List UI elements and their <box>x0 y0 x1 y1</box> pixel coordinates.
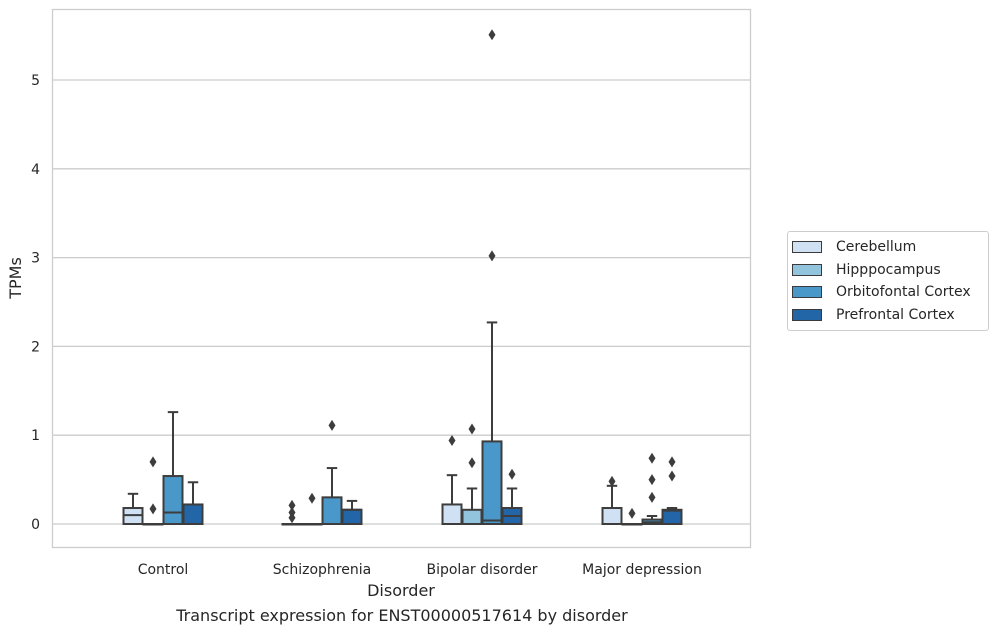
legend-item: Hipppocampus <box>788 259 988 282</box>
box-2-3 <box>641 452 663 525</box>
box-body <box>441 503 463 525</box>
outlier-point <box>488 250 496 262</box>
outlier-point <box>328 419 336 431</box>
y-tick-label: 2 <box>31 339 40 355</box>
box-1-3 <box>621 507 643 526</box>
outlier-point <box>508 468 516 480</box>
box-2-0 <box>162 411 184 526</box>
box-0-1 <box>281 499 303 526</box>
outlier-point <box>648 452 656 464</box>
legend-swatch <box>792 286 822 299</box>
y-tick-label: 5 <box>31 73 40 89</box>
box-body <box>661 508 683 525</box>
outlier-point <box>668 470 676 482</box>
outlier-point <box>468 423 476 435</box>
outlier-point <box>149 456 157 468</box>
box-2-2 <box>481 29 503 525</box>
y-tick-labels: 0 1 2 3 4 5 <box>31 73 40 533</box>
outlier-point <box>608 475 616 487</box>
y-tick-label: 4 <box>31 162 40 178</box>
box-body <box>162 475 184 526</box>
box-body <box>341 508 363 525</box>
box-body <box>321 496 343 525</box>
legend-item: Prefrontal Cortex <box>788 304 988 327</box>
outlier-point <box>648 474 656 486</box>
legend-swatch <box>792 308 822 321</box>
box-body <box>182 503 204 525</box>
legend-label: Cerebellum <box>836 239 917 256</box>
x-tick-label: Major depression <box>582 562 702 578</box>
outlier-point <box>668 456 676 468</box>
legend-item: Orbitofontal Cortex <box>788 281 988 304</box>
x-tick-labels: Control Schizophrenia Bipolar disorder Majo… <box>138 562 702 578</box>
box-body <box>461 508 483 525</box>
box-1-2 <box>461 423 483 525</box>
legend-label: Hipppocampus <box>836 261 941 278</box>
box-3-1 <box>341 499 363 525</box>
box-3-3 <box>661 456 683 525</box>
box-body <box>481 440 503 525</box>
box-0-3 <box>601 475 623 525</box>
outlier-point <box>308 492 316 504</box>
outlier-point <box>149 503 157 515</box>
x-tick-label: Control <box>138 562 189 578</box>
x-tick-label: Bipolar disorder <box>426 562 537 578</box>
x-tick-label: Schizophrenia <box>273 562 371 578</box>
y-tick-label: 3 <box>31 251 40 267</box>
outlier-point <box>288 512 296 524</box>
legend-item: Cerebellum <box>788 236 988 259</box>
legend-swatch <box>792 241 822 254</box>
outlier-point <box>468 457 476 469</box>
legend-label: Prefrontal Cortex <box>836 306 955 323</box>
x-axis-label: Disorder <box>367 581 435 600</box>
plot-background <box>52 9 751 548</box>
outlier-point <box>448 435 456 447</box>
outlier-point <box>488 29 496 41</box>
legend: Cerebellum Hipppocampus Orbitofontal Corte… <box>787 231 989 331</box>
box-0-0 <box>122 492 144 525</box>
outlier-point <box>288 499 296 511</box>
box-body <box>601 507 623 525</box>
box-0-2 <box>441 435 463 525</box>
outlier-point <box>628 507 636 519</box>
box-3-0 <box>182 481 204 525</box>
y-axis-label: TPMs <box>6 257 25 300</box>
chart-caption: Transcript expression for ENST0000051761… <box>176 606 628 625</box>
outlier-point <box>648 491 656 503</box>
plot-frame <box>51 8 752 549</box>
legend-swatch <box>792 263 822 276</box>
y-tick-label: 0 <box>31 517 40 533</box>
y-tick-label: 1 <box>31 428 40 444</box>
legend-label: Orbitofontal Cortex <box>836 284 971 301</box>
boxes <box>122 29 683 526</box>
box-3-2 <box>501 468 523 525</box>
